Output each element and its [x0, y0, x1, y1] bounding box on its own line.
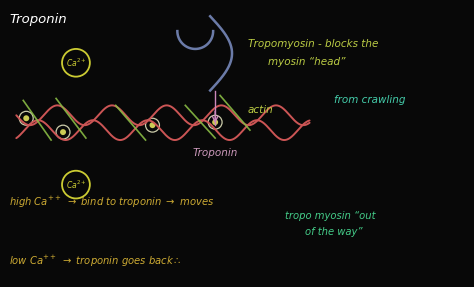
Text: actin: actin	[248, 105, 273, 115]
Circle shape	[23, 115, 29, 121]
Text: Ca$^{2+}$: Ca$^{2+}$	[66, 179, 86, 191]
Text: Ca$^{2+}$: Ca$^{2+}$	[66, 57, 86, 69]
Text: Troponin: Troponin	[9, 13, 67, 26]
Circle shape	[60, 129, 66, 135]
Text: tropo myosin “out: tropo myosin “out	[285, 211, 375, 221]
Text: from crawling: from crawling	[335, 96, 406, 105]
Circle shape	[212, 119, 218, 125]
Text: of the way”: of the way”	[305, 227, 362, 237]
Text: Troponin: Troponin	[192, 148, 238, 158]
Text: myosin “head”: myosin “head”	[268, 57, 346, 67]
Text: low Ca$^{++}$ $\rightarrow$ troponin goes back$\therefore$: low Ca$^{++}$ $\rightarrow$ troponin goe…	[9, 254, 182, 269]
Circle shape	[149, 122, 155, 128]
Text: Tropomyosin - blocks the: Tropomyosin - blocks the	[248, 39, 378, 49]
Text: high Ca$^{++}$ $\rightarrow$ bind to troponin $\rightarrow$ moves: high Ca$^{++}$ $\rightarrow$ bind to tro…	[9, 195, 215, 210]
